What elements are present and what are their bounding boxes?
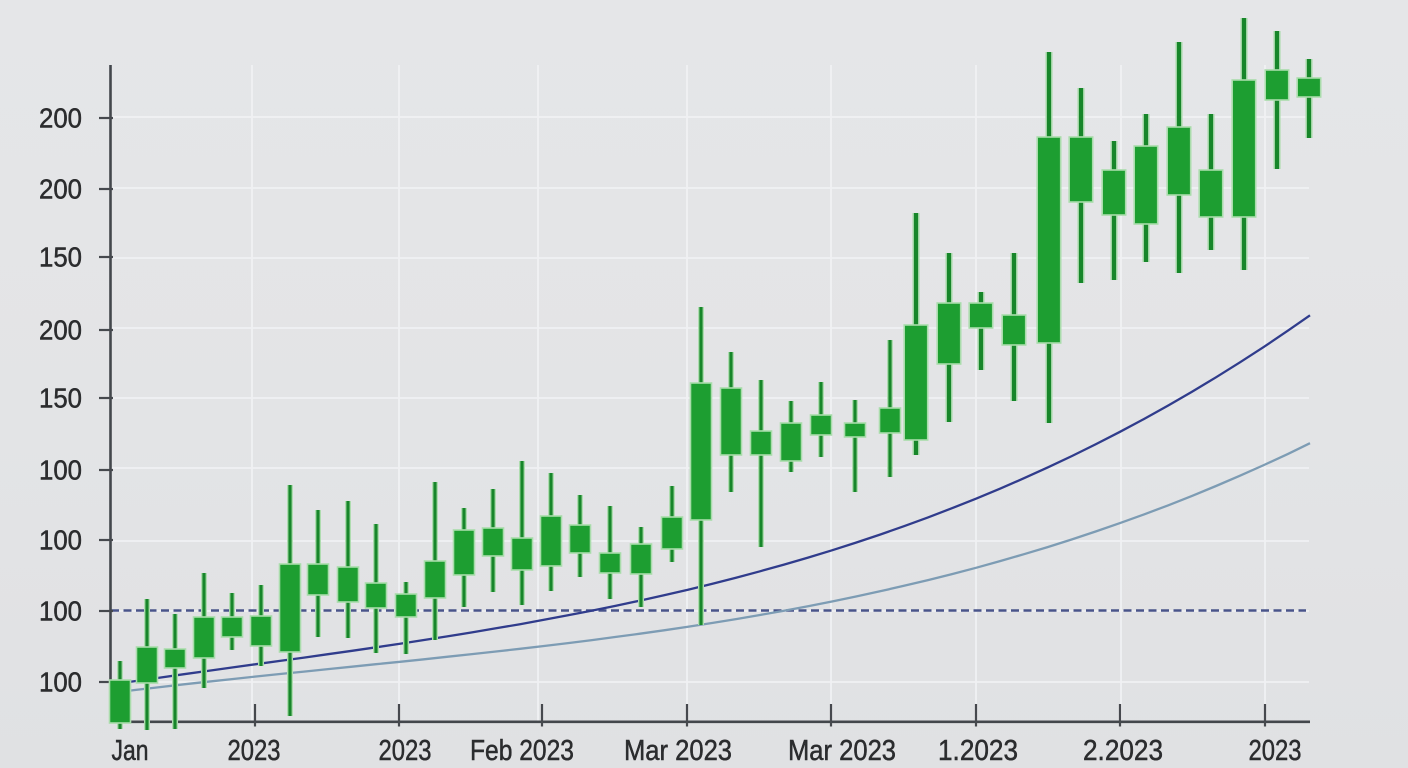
svg-text:150: 150 xyxy=(39,242,82,273)
svg-text:200: 200 xyxy=(39,174,82,205)
svg-text:150: 150 xyxy=(39,383,82,414)
svg-text:100: 100 xyxy=(39,667,82,698)
svg-text:200: 200 xyxy=(39,103,82,134)
svg-text:100: 100 xyxy=(39,525,82,556)
svg-text:2023: 2023 xyxy=(228,735,281,767)
svg-text:2.2023: 2.2023 xyxy=(1083,735,1163,767)
svg-text:Feb 2023: Feb 2023 xyxy=(470,735,574,767)
svg-text:100: 100 xyxy=(39,455,82,486)
svg-text:2023: 2023 xyxy=(1249,735,1302,767)
svg-text:Mar 2023: Mar 2023 xyxy=(624,735,732,767)
svg-text:Jan: Jan xyxy=(112,735,149,767)
svg-text:Mar 2023: Mar 2023 xyxy=(788,735,896,767)
svg-text:100: 100 xyxy=(39,596,82,627)
svg-text:1.2023: 1.2023 xyxy=(938,735,1018,767)
svg-text:2023: 2023 xyxy=(379,735,432,767)
svg-text:200: 200 xyxy=(39,315,82,346)
